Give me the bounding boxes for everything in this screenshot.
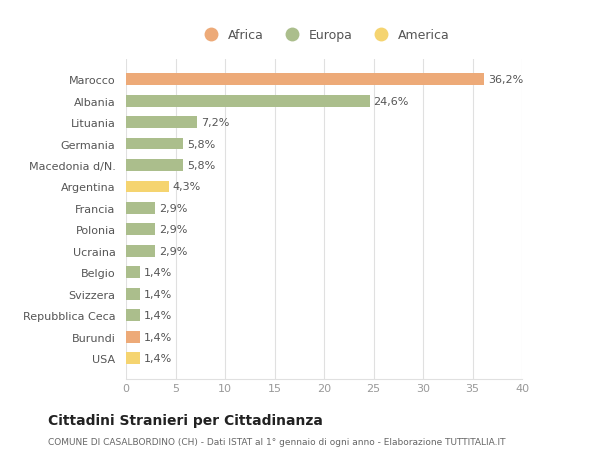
Bar: [126, 267, 140, 279]
Text: 5,8%: 5,8%: [187, 161, 215, 171]
Bar: [126, 160, 184, 172]
Bar: [126, 224, 155, 236]
Text: 5,8%: 5,8%: [187, 139, 215, 149]
Bar: [126, 74, 484, 86]
Text: 2,9%: 2,9%: [158, 203, 187, 213]
Text: 7,2%: 7,2%: [201, 118, 230, 128]
Bar: [126, 288, 140, 300]
Bar: [126, 181, 169, 193]
Text: 4,3%: 4,3%: [173, 182, 201, 192]
Text: 1,4%: 1,4%: [144, 310, 172, 320]
Bar: [126, 246, 155, 257]
Bar: [126, 95, 370, 107]
Text: 2,9%: 2,9%: [158, 246, 187, 256]
Bar: [126, 138, 184, 150]
Text: 36,2%: 36,2%: [488, 75, 524, 85]
Text: COMUNE DI CASALBORDINO (CH) - Dati ISTAT al 1° gennaio di ogni anno - Elaborazio: COMUNE DI CASALBORDINO (CH) - Dati ISTAT…: [48, 437, 505, 446]
Bar: [126, 117, 197, 129]
Text: 1,4%: 1,4%: [144, 268, 172, 278]
Bar: [126, 353, 140, 364]
Text: 1,4%: 1,4%: [144, 353, 172, 363]
Text: 24,6%: 24,6%: [373, 96, 409, 106]
Bar: [126, 310, 140, 321]
Bar: [126, 331, 140, 343]
Text: Cittadini Stranieri per Cittadinanza: Cittadini Stranieri per Cittadinanza: [48, 414, 323, 428]
Text: 1,4%: 1,4%: [144, 289, 172, 299]
Legend: Africa, Europa, America: Africa, Europa, America: [193, 24, 455, 47]
Text: 2,9%: 2,9%: [158, 225, 187, 235]
Bar: [126, 202, 155, 214]
Text: 1,4%: 1,4%: [144, 332, 172, 342]
